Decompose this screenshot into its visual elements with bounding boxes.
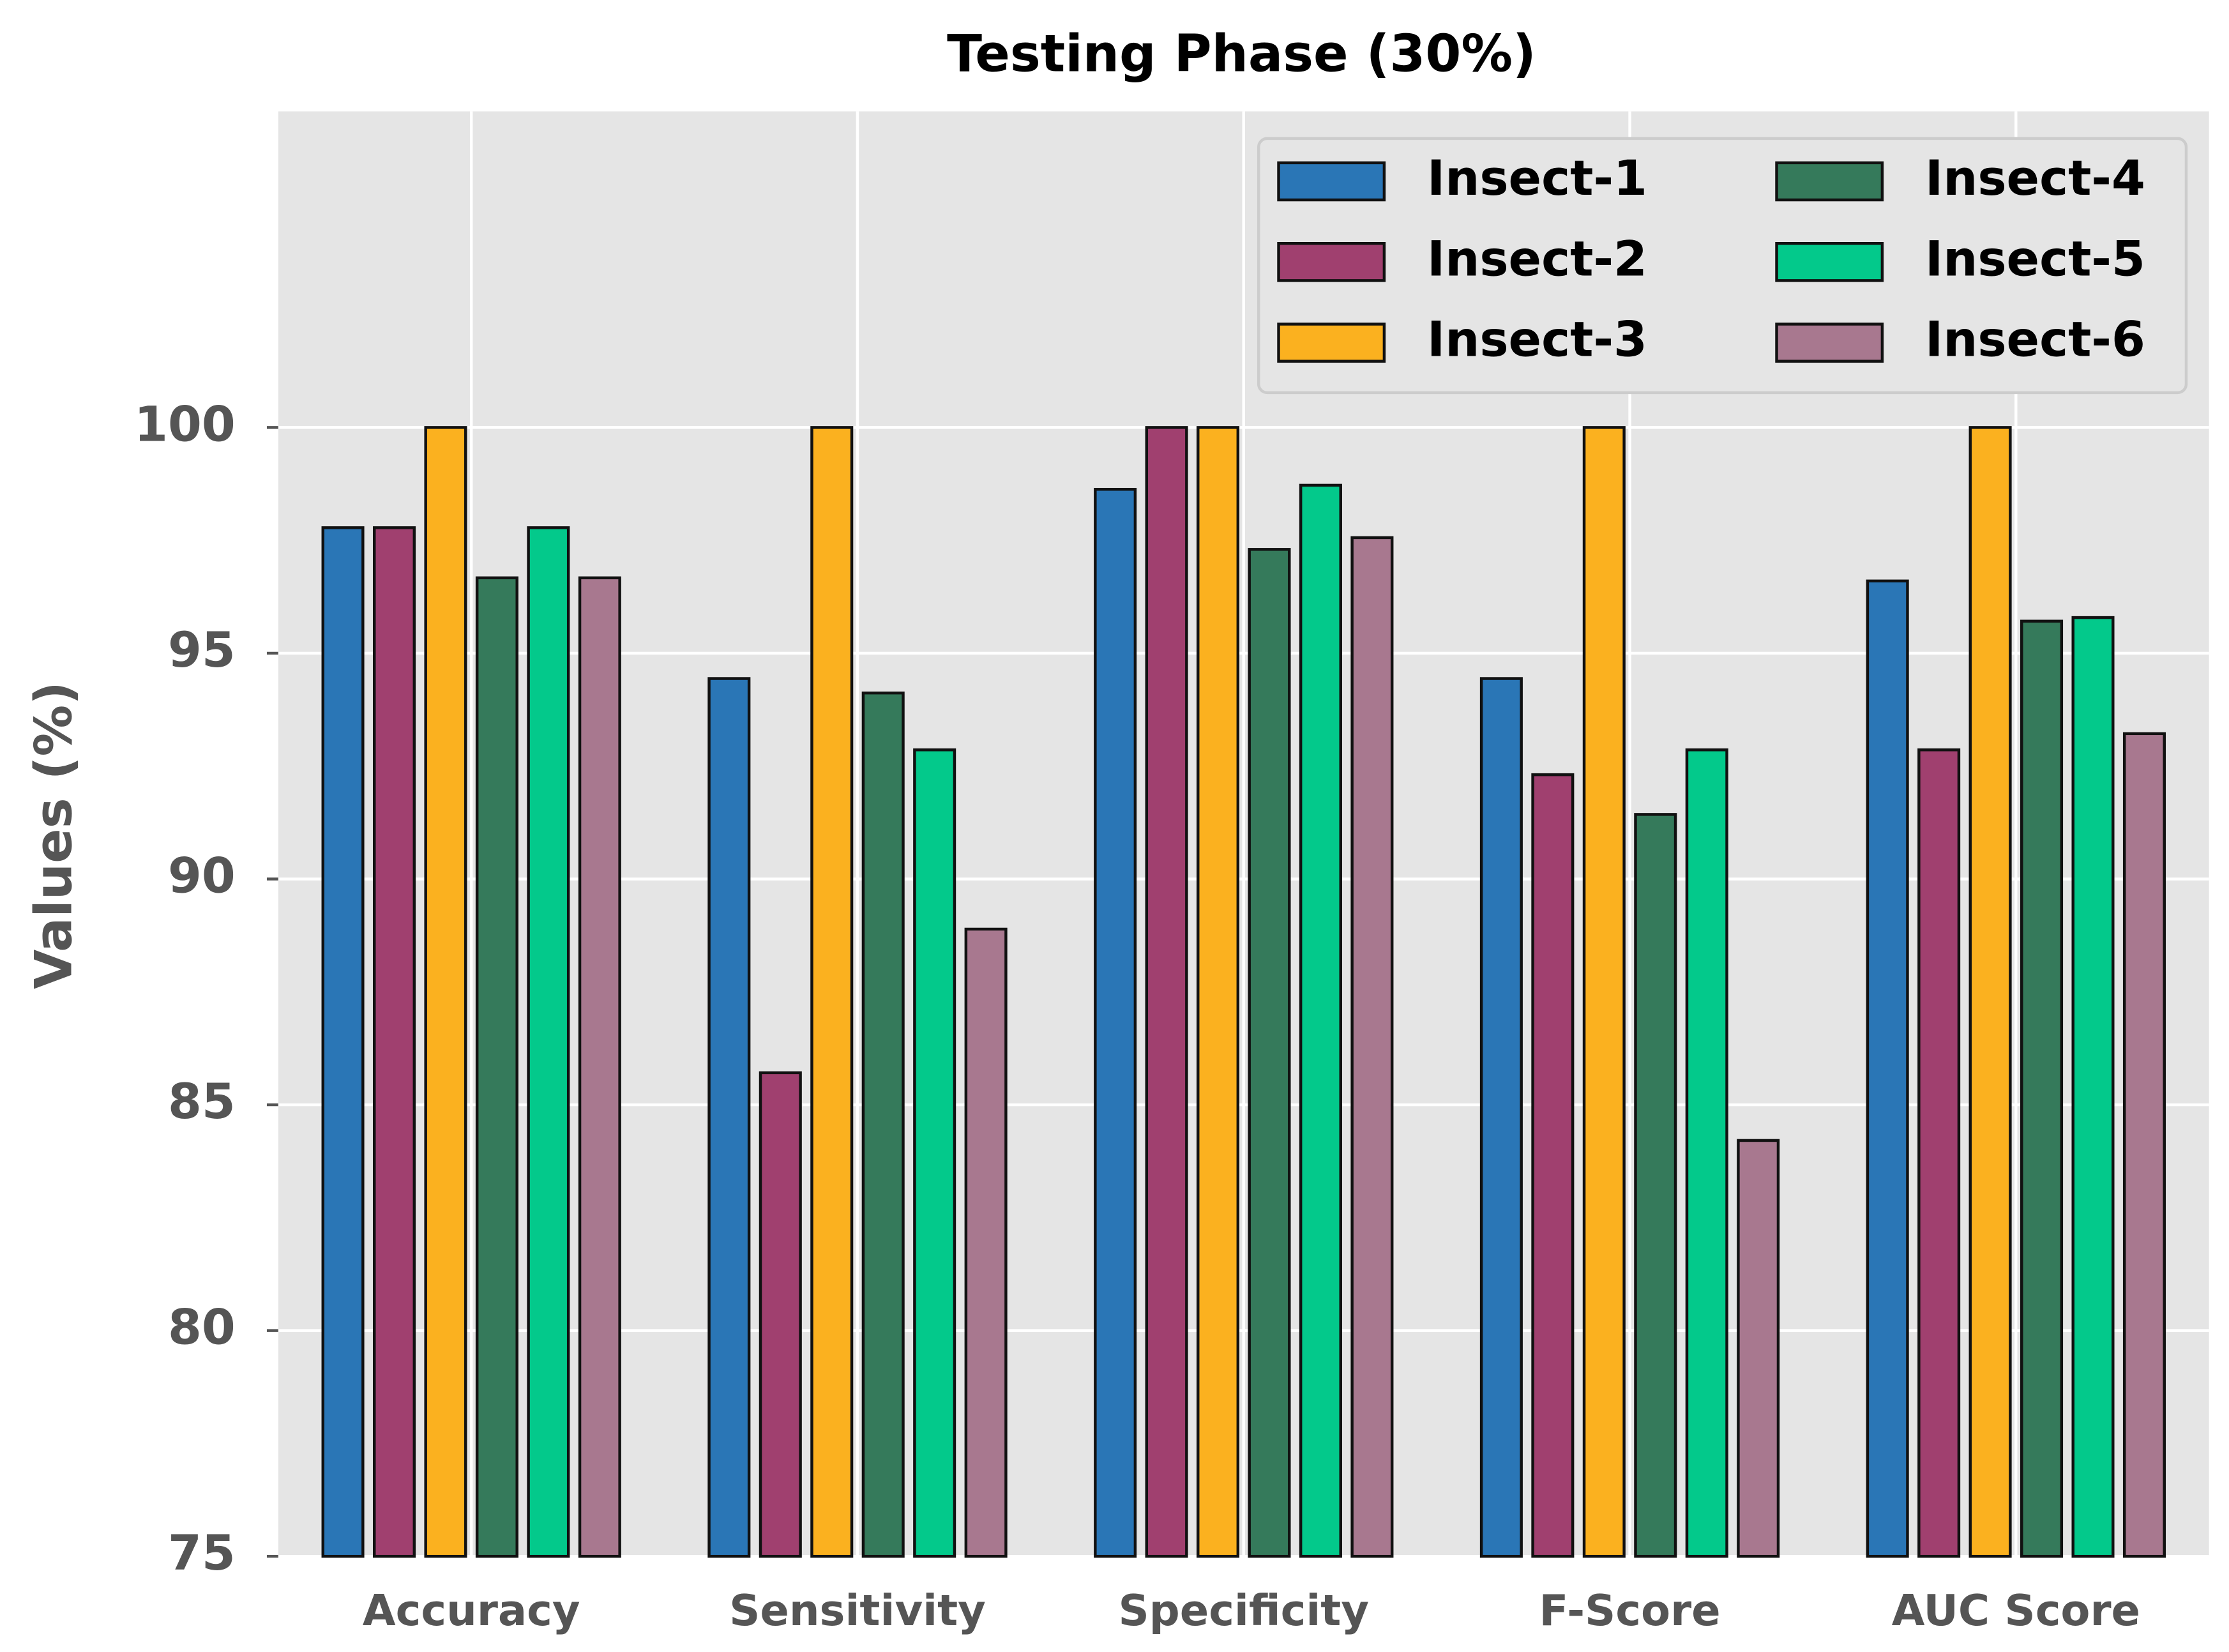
x-tick-label: Sensitivity	[729, 1586, 986, 1635]
y-axis-label: Values (%)	[23, 681, 83, 989]
bar	[810, 426, 854, 1558]
bar	[2071, 616, 2115, 1558]
legend-label: Insect-3	[1427, 311, 1647, 368]
y-tick-label: 95	[168, 621, 236, 678]
legend-swatch	[1277, 161, 1386, 202]
bar	[424, 426, 467, 1558]
bar	[1685, 748, 1728, 1558]
bar	[1248, 548, 1291, 1558]
bar	[759, 1071, 802, 1558]
bar	[1634, 813, 1677, 1558]
bar	[964, 927, 1008, 1558]
y-tick-label: 90	[168, 847, 236, 904]
x-tick-label: Specificity	[1118, 1586, 1369, 1635]
legend-label: Insect-5	[1925, 230, 2145, 287]
bar	[1968, 426, 2012, 1558]
legend-box	[1257, 137, 2188, 395]
y-tick-label: 75	[168, 1524, 236, 1581]
legend-swatch	[1775, 241, 1884, 282]
bar	[372, 526, 416, 1558]
legend-label: Insect-1	[1427, 149, 1647, 206]
bar	[475, 576, 518, 1558]
bar	[707, 677, 751, 1558]
y-tick-label: 85	[168, 1073, 236, 1130]
legend-swatch	[1775, 322, 1884, 363]
bar	[1866, 579, 1909, 1558]
bar	[1737, 1139, 1780, 1558]
bar	[1197, 426, 1240, 1558]
legend-label: Insect-4	[1925, 149, 2145, 206]
legend-swatch	[1277, 322, 1386, 363]
legend: Insect-1 Insect-2 Insect-3 Insect-4 Insect-5…	[1257, 137, 2188, 395]
x-tick-label: Accuracy	[363, 1586, 580, 1635]
legend-label: Insect-2	[1427, 230, 1647, 287]
bar	[1094, 488, 1137, 1558]
bar	[1479, 677, 1523, 1558]
bar	[2020, 619, 2064, 1558]
bar	[1917, 748, 1961, 1558]
bar	[1299, 483, 1342, 1558]
y-tick-label: 80	[168, 1299, 236, 1356]
x-tick-label: AUC Score	[1892, 1586, 2140, 1635]
legend-label: Insect-6	[1925, 311, 2145, 368]
chart-title: Testing Phase (30%)	[947, 23, 1536, 83]
bar	[861, 691, 905, 1558]
bar	[913, 748, 956, 1558]
y-tick-label: 100	[134, 395, 236, 452]
bar	[321, 526, 365, 1558]
bar	[2122, 732, 2166, 1558]
bar	[1582, 426, 1626, 1558]
bar	[1350, 536, 1394, 1558]
bar	[1531, 773, 1575, 1558]
bar	[527, 526, 570, 1558]
bar	[1145, 426, 1188, 1558]
x-tick-label: F-Score	[1539, 1586, 1720, 1635]
legend-swatch	[1775, 161, 1884, 202]
legend-swatch	[1277, 241, 1386, 282]
bar	[578, 576, 621, 1558]
bars	[321, 426, 2166, 1558]
